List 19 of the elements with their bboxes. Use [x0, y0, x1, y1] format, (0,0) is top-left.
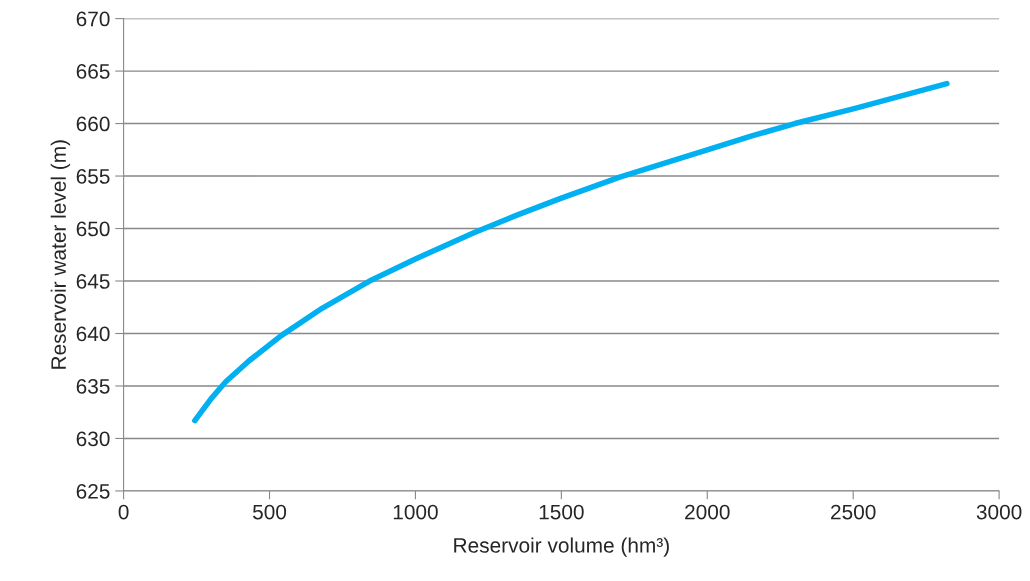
y-tick-label: 645	[76, 274, 110, 289]
y-tick-label: 625	[76, 483, 110, 499]
y-tick-label: 655	[76, 169, 110, 184]
y-axis-title: Reservoir water level (m)	[50, 140, 71, 369]
x-tick-label: 2500	[831, 504, 876, 520]
x-tick-label: 3000	[976, 504, 1022, 520]
x-tick-label: 500	[252, 504, 287, 520]
y-tick-label: 670	[76, 11, 110, 27]
x-tick-label: 1000	[393, 504, 438, 520]
y-tick-label: 630	[76, 431, 110, 447]
x-tick-label: 1500	[539, 504, 584, 520]
y-tick-label: 660	[76, 116, 110, 132]
y-tick-label: 650	[76, 221, 110, 237]
y-tick-label: 635	[76, 378, 110, 394]
y-tick-label: 665	[76, 64, 110, 79]
x-tick-label: 0	[118, 504, 129, 520]
y-tick-label: 640	[76, 326, 110, 342]
x-axis-title: Reservoir volume (hm³)	[454, 537, 669, 557]
x-tick-label: 2000	[685, 504, 730, 520]
